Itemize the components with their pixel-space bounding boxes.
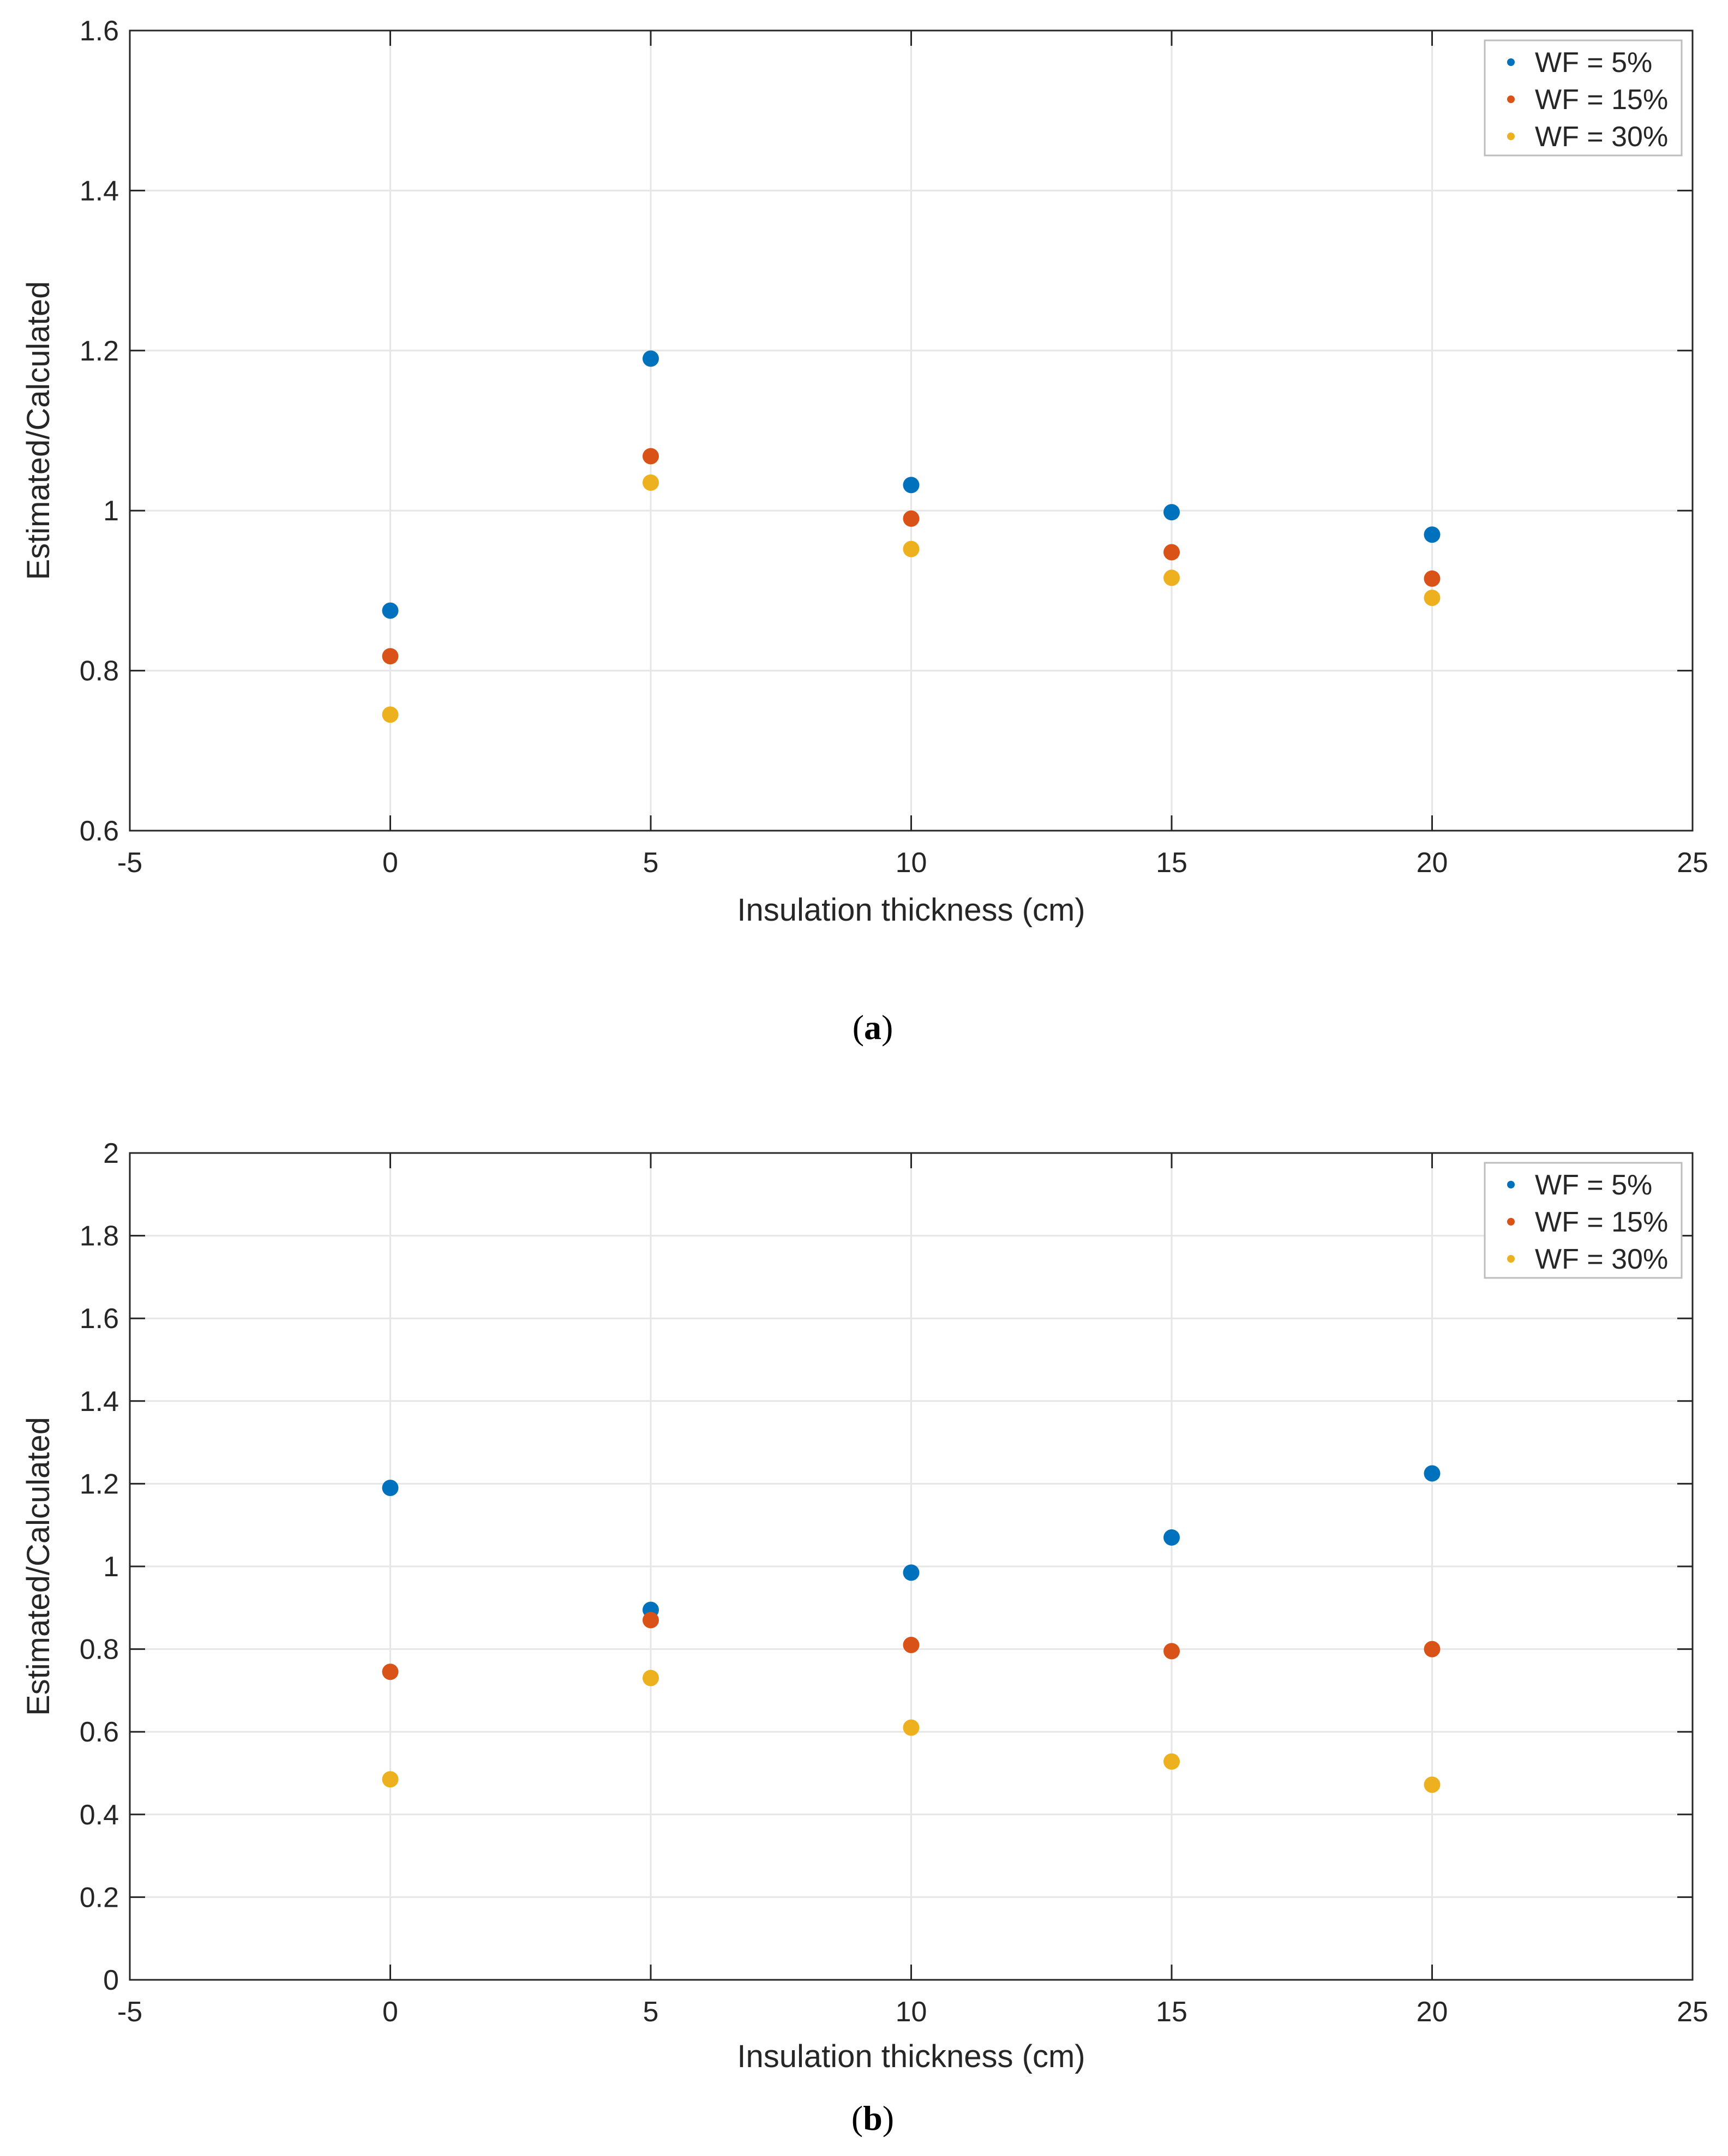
legend-box <box>1484 1162 1683 1279</box>
y-tick-label: 1.4 <box>80 175 119 207</box>
data-point <box>1163 544 1180 561</box>
x-tick-label: 5 <box>643 847 659 879</box>
y-tick-label: 1.8 <box>80 1221 119 1252</box>
x-tick-label: 15 <box>1156 847 1187 879</box>
legend-marker <box>1507 58 1515 66</box>
data-point <box>643 1669 659 1686</box>
legend-marker <box>1507 1181 1515 1188</box>
data-point <box>382 706 399 723</box>
data-point <box>382 1771 399 1788</box>
y-tick-label: 1 <box>103 495 119 527</box>
legend-label: WF = 30% <box>1535 1244 1668 1275</box>
chart-b: -5 0 5 10 15 20 2500.20.40.60.811.21.41.61.82I… <box>21 1138 1708 2137</box>
legend-label: WF = 15% <box>1535 1206 1668 1238</box>
x-tick-label: 15 <box>1156 1996 1187 2028</box>
panel-caption: (a) <box>853 1008 893 1047</box>
data-point <box>903 510 920 527</box>
y-tick-label: 0 <box>103 1965 119 1996</box>
x-tick-label: 20 <box>1417 847 1448 879</box>
legend-label: WF = 5% <box>1535 47 1652 79</box>
data-point <box>1163 1643 1180 1660</box>
data-point <box>1163 569 1180 586</box>
data-point <box>1163 504 1180 521</box>
data-point <box>903 1719 920 1736</box>
y-tick-label: 0.6 <box>80 1716 119 1748</box>
data-point <box>903 477 920 494</box>
caption-open: ( <box>853 1008 864 1047</box>
y-tick-label: 2 <box>103 1138 119 1169</box>
y-tick-label: 1.6 <box>80 15 119 47</box>
data-point <box>643 474 659 491</box>
legend-marker <box>1507 1255 1515 1263</box>
legend-box <box>1484 39 1683 157</box>
panel-caption: (b) <box>851 2099 894 2137</box>
y-tick-label: 1.2 <box>80 335 119 367</box>
data-point <box>1163 1529 1180 1546</box>
data-point <box>382 602 399 619</box>
data-point <box>382 1663 399 1680</box>
data-point <box>903 1637 920 1654</box>
y-tick-label: 1 <box>103 1551 119 1583</box>
data-point <box>903 1564 920 1581</box>
legend-marker <box>1507 1218 1515 1226</box>
data-point <box>1424 570 1441 587</box>
data-point <box>903 540 920 557</box>
y-tick-label: 0.6 <box>80 815 119 847</box>
data-point <box>643 1612 659 1629</box>
caption-letter: a <box>864 1008 881 1047</box>
x-axis-label: Insulation thickness (cm) <box>737 892 1085 928</box>
x-tick-label: 5 <box>643 1996 659 2028</box>
x-axis-label: Insulation thickness (cm) <box>737 2039 1085 2074</box>
legend-marker <box>1507 95 1515 103</box>
data-point <box>643 448 659 465</box>
y-axis-label: Estimated/Calculated <box>21 1417 56 1716</box>
data-point <box>643 350 659 367</box>
caption-open: ( <box>851 2099 863 2137</box>
y-tick-label: 0.8 <box>80 1634 119 1666</box>
x-tick-label: -5 <box>117 847 142 879</box>
y-tick-label: 0.4 <box>80 1799 119 1831</box>
data-point <box>1424 1465 1441 1482</box>
x-tick-label: 25 <box>1677 1996 1708 2028</box>
data-point <box>1163 1753 1180 1770</box>
y-axis-label: Estimated/Calculated <box>21 281 56 580</box>
legend-label: WF = 15% <box>1535 84 1668 116</box>
legend-label: WF = 30% <box>1535 121 1668 153</box>
chart-a: -5 0 5 10 15 20 25 0.6 0.8 1 1.2 1.4 1.6 Insulation t… <box>21 15 1708 1047</box>
data-point <box>1424 1641 1441 1657</box>
y-tick-label: 1.4 <box>80 1386 119 1418</box>
legend-marker <box>1507 133 1515 140</box>
y-tick-label: 1.6 <box>80 1303 119 1335</box>
y-tick-label: 0.2 <box>80 1882 119 1913</box>
x-tick-label: 0 <box>382 847 398 879</box>
caption-close: ) <box>881 1008 893 1047</box>
x-tick-label: 0 <box>382 1996 398 2028</box>
data-point <box>1424 590 1441 606</box>
x-tick-label: 10 <box>896 847 927 879</box>
data-point <box>382 648 399 665</box>
legend-label: WF = 5% <box>1535 1169 1652 1201</box>
x-tick-label: 10 <box>896 1996 927 2028</box>
data-point <box>1424 526 1441 543</box>
y-tick-label: 0.8 <box>80 656 119 687</box>
x-tick-label: -5 <box>117 1996 142 2028</box>
caption-letter: b <box>863 2099 883 2137</box>
x-tick-label: 25 <box>1677 847 1708 879</box>
data-point <box>382 1479 399 1496</box>
data-point <box>1424 1776 1441 1793</box>
y-tick-label: 1.2 <box>80 1468 119 1500</box>
x-tick-label: 20 <box>1417 1996 1448 2028</box>
caption-close: ) <box>883 2099 894 2137</box>
